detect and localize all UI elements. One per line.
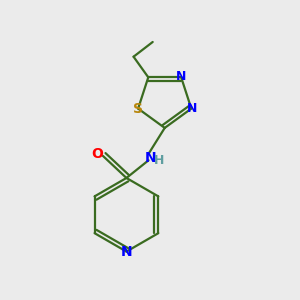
Text: N: N bbox=[176, 70, 186, 83]
Text: N: N bbox=[187, 102, 197, 115]
Text: N: N bbox=[121, 245, 132, 259]
Text: N: N bbox=[145, 151, 156, 165]
Text: H: H bbox=[154, 154, 164, 167]
Text: S: S bbox=[133, 102, 143, 116]
Text: O: O bbox=[92, 146, 103, 161]
